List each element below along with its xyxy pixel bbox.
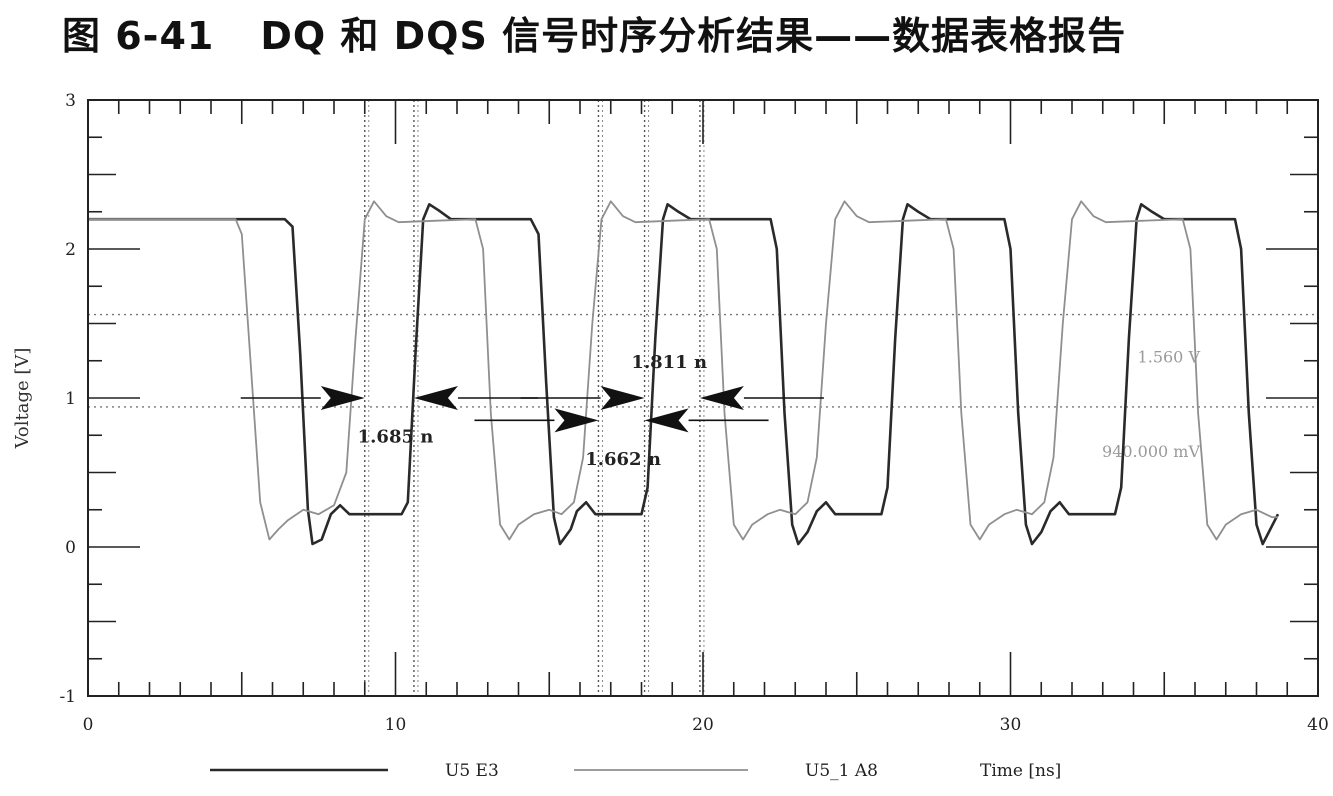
measurement-annotations: 1.685 n 1.811 n 1.662 n — [240, 352, 824, 470]
series-line-0 — [88, 203, 1280, 546]
figure-title: 图 6-41 DQ 和 DQS 信号时序分析结果——数据表格报告 — [62, 6, 1302, 66]
x-tick-label: 40 — [1307, 715, 1329, 735]
cursor-lines — [364, 100, 705, 696]
measurement-arrow-head — [413, 386, 458, 410]
measurement-label: 1.685 n — [358, 427, 434, 448]
axis-tick-labels: 0 10 20 30 40 -1 0 1 2 3 — [59, 91, 1328, 735]
reference-line-label: 1.560 V — [1138, 348, 1201, 367]
figure-caption: DQ 和 DQS 信号时序分析结果——数据表格报告 — [260, 14, 1127, 58]
y-tick-label: 0 — [65, 538, 76, 558]
y-axis-title: Voltage [V] — [12, 348, 33, 450]
legend-label-u5-1-a8: U5_1 A8 — [805, 761, 878, 781]
x-tick-label: 10 — [385, 715, 407, 735]
y-tick-label: -1 — [59, 687, 76, 707]
series-lines — [88, 200, 1280, 546]
reference-line-label: 940.000 mV — [1102, 442, 1200, 461]
legend: U5 E3 U5_1 A8 Time [ns] — [210, 761, 1061, 781]
measurement-label: 1.662 n — [585, 449, 661, 470]
x-axis-title: Time [ns] — [980, 761, 1061, 781]
axis-ticks — [87, 99, 1319, 697]
series-line-1 — [88, 200, 1278, 541]
measurement-arrow-head — [644, 408, 689, 433]
x-tick-label: 0 — [83, 715, 94, 735]
y-tick-label: 1 — [65, 389, 76, 409]
legend-label-u5-e3: U5 E3 — [445, 761, 499, 781]
y-tick-label: 2 — [65, 240, 76, 260]
y-tick-label: 3 — [65, 91, 76, 111]
reference-lines: 1.560 V 940.000 mV — [88, 313, 1318, 461]
measurement-arrow-head — [600, 386, 645, 410]
x-tick-label: 20 — [692, 715, 714, 735]
measurement-arrow-head — [699, 386, 744, 410]
x-tick-label: 30 — [1000, 715, 1022, 735]
measurement-arrow-head — [554, 408, 599, 433]
measurement-label: 1.811 n — [631, 352, 707, 373]
measurement-arrow-head — [320, 386, 365, 410]
figure-number: 图 6-41 — [62, 14, 215, 58]
